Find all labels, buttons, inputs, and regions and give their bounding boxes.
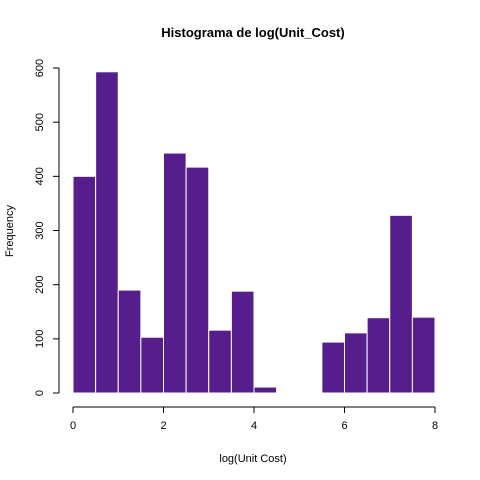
y-tick-label: 300 (34, 221, 46, 239)
histogram-bar-11 (321, 341, 345, 394)
histogram-bar-8 (253, 386, 278, 394)
y-tick-label: 500 (34, 113, 46, 131)
x-tick-label: 0 (70, 420, 76, 432)
histogram-bar-1 (95, 71, 119, 394)
histogram-bar-15 (411, 316, 436, 394)
chart-title: Histograma de log(Unit_Cost) (161, 25, 344, 40)
histogram-bar-5 (185, 166, 210, 394)
histogram-bar-0 (72, 175, 97, 394)
y-axis: 0 100 200 300 400 500 600 (34, 59, 60, 396)
histogram-bar-14 (389, 214, 413, 394)
histogram-bar-3 (140, 336, 164, 394)
x-tick-label: 8 (432, 420, 438, 432)
y-tick-label: 100 (34, 330, 46, 348)
x-axis-label: log(Unit Cost) (219, 453, 286, 465)
histogram-bar-7 (230, 290, 255, 394)
histogram-bar-12 (344, 332, 368, 394)
histogram-bar-6 (208, 329, 232, 394)
bars-group (72, 71, 436, 394)
y-tick-label: 400 (34, 167, 46, 185)
y-axis-label: Frequency (4, 205, 16, 257)
x-tick-label: 6 (341, 420, 347, 432)
y-tick-label: 0 (34, 390, 46, 396)
histogram-bar-13 (366, 317, 391, 394)
x-tick-label: 2 (160, 420, 166, 432)
histogram-bar-4 (163, 152, 187, 394)
x-axis: 0 2 4 6 8 (70, 406, 438, 432)
y-tick-label: 200 (34, 275, 46, 293)
x-tick-label: 4 (251, 420, 257, 432)
histogram-bar-2 (117, 289, 142, 394)
y-tick-label: 600 (34, 59, 46, 77)
